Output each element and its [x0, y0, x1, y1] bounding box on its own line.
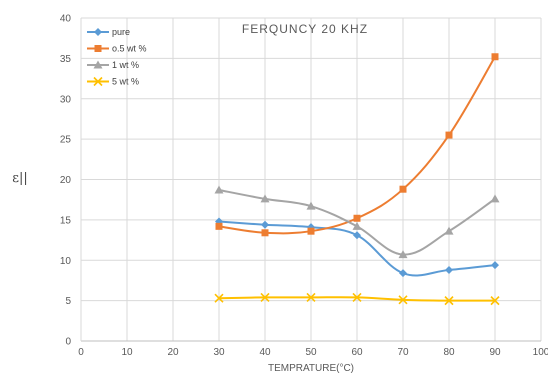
series-2-point-30: [214, 185, 224, 194]
series-0-point-90: [491, 261, 499, 270]
legend-marker-2: [93, 60, 103, 69]
x-axis-title: TEMPRATURE(°C): [268, 363, 354, 374]
series-2-point-90: [490, 194, 500, 203]
chart-title: FERQUNCY 20 KHZ: [242, 22, 368, 36]
y-tick-label-10: 10: [60, 256, 72, 267]
series-2-point-70: [398, 250, 408, 259]
x-tick-label-20: 20: [167, 347, 179, 358]
series-1-point-50: [307, 227, 315, 235]
series-2-point-50: [306, 201, 316, 210]
legend-marker-1: [94, 45, 102, 52]
series-3-point-50: [306, 292, 316, 302]
series-0-point-70: [399, 269, 407, 278]
y-tick-label-20: 20: [60, 175, 72, 186]
x-tick-label-100: 100: [533, 347, 548, 358]
x-tick-label-60: 60: [351, 347, 363, 358]
y-tick-label-40: 40: [60, 14, 72, 25]
y-tick-label-5: 5: [65, 296, 71, 307]
series-1-point-40: [261, 229, 269, 237]
series-3-point-30: [214, 293, 224, 303]
x-tick-label-10: 10: [121, 347, 133, 358]
y-tick-label-35: 35: [60, 54, 72, 65]
series-2-point-80: [444, 226, 454, 235]
series-3-point-60: [352, 292, 362, 302]
tick-labels: 0 5 10 15 20 25 30 35 40 0 10 20 30 40 50 60 70 80 90 100: [60, 14, 548, 359]
series-1-point-30: [215, 222, 223, 230]
series-0-point-40: [261, 220, 269, 229]
series-0-point-60: [353, 231, 361, 240]
x-tick-label-0: 0: [78, 347, 84, 358]
series-1-point-60: [353, 214, 361, 222]
x-tick-label-80: 80: [443, 347, 455, 358]
legend-marker-0: [94, 28, 102, 36]
legend-label-3: 5 wt %: [112, 77, 139, 87]
series-3-point-70: [398, 295, 408, 305]
series-1-point-80: [445, 131, 453, 139]
x-tick-label-90: 90: [489, 347, 501, 358]
axes: [80, 18, 541, 342]
series-3-point-80: [444, 296, 454, 306]
series-2-point-40: [260, 194, 270, 203]
series-3-point-90: [490, 296, 500, 306]
y-tick-label-25: 25: [60, 135, 72, 146]
series-2-point-60: [352, 221, 362, 230]
series-0-point-80: [445, 265, 453, 274]
legend-label-2: 1 wt %: [112, 60, 139, 70]
y-axis-title: ε||: [12, 171, 28, 186]
legend-label-0: pure: [112, 27, 130, 37]
y-tick-label-30: 30: [60, 94, 72, 105]
series-1-point-70: [399, 185, 407, 193]
legend-label-1: o.5 wt %: [112, 44, 147, 54]
x-tick-label-50: 50: [305, 347, 317, 358]
series-markers: [214, 53, 500, 306]
x-tick-label-40: 40: [259, 347, 271, 358]
y-tick-label-0: 0: [65, 337, 71, 348]
x-tick-label-30: 30: [213, 347, 225, 358]
legend-marker-3: [93, 76, 103, 87]
x-tick-label-70: 70: [397, 347, 409, 358]
legend: pure o.5 wt % 1 wt % 5 wt %: [87, 27, 147, 87]
gridlines: [81, 17, 542, 341]
series-3-point-40: [260, 292, 270, 302]
y-tick-label-15: 15: [60, 215, 72, 226]
series-1-point-90: [491, 53, 499, 61]
